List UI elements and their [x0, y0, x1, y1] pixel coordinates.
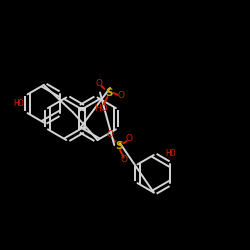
Text: HO: HO	[94, 104, 108, 113]
Text: HO: HO	[13, 99, 24, 108]
Text: S: S	[105, 88, 112, 98]
Text: HO: HO	[165, 149, 176, 158]
Text: O: O	[106, 130, 114, 139]
Text: O: O	[95, 79, 102, 88]
Text: S: S	[115, 141, 122, 151]
Text: O: O	[117, 90, 124, 100]
Text: O: O	[120, 155, 127, 164]
Text: O: O	[126, 134, 133, 143]
